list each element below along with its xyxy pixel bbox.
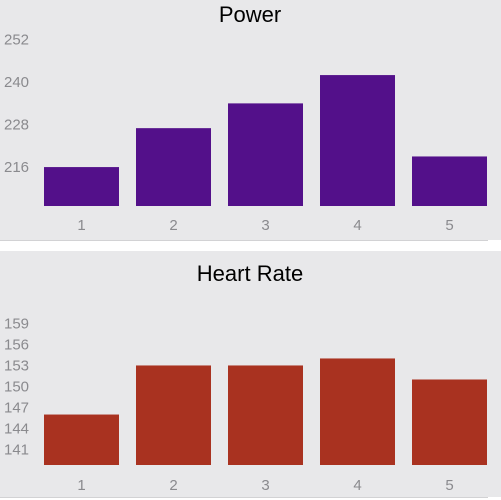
power-x-tick-label: 3: [261, 217, 269, 234]
power-y-tick-label: 252: [4, 32, 29, 49]
heart-rate-bar: [44, 414, 119, 465]
power-bar: [228, 103, 303, 206]
power-y-axis: 252 240 228 216: [4, 32, 29, 176]
heart-rate-x-tick-label: 2: [169, 477, 177, 494]
heart-rate-chart: Heart Rate 159 156 153 150 147 144 141 1 2 3 4 5: [4, 261, 487, 494]
heart-rate-y-tick-label: 150: [4, 378, 29, 395]
power-y-tick-label: 240: [4, 74, 29, 91]
heart-rate-y-tick-label: 153: [4, 357, 29, 374]
heart-rate-bar: [412, 379, 487, 465]
power-x-axis: 1 2 3 4 5: [77, 217, 453, 234]
power-x-tick-label: 1: [77, 217, 85, 234]
power-y-tick-label: 228: [4, 117, 29, 134]
heart-rate-y-tick-label: 141: [4, 442, 29, 459]
power-chart-panel: Power 252 240 228 216 1 2 3 4 5: [0, 0, 501, 240]
heart-rate-y-tick-label: 144: [4, 421, 29, 438]
power-y-tick-label: 216: [4, 159, 29, 176]
heart-rate-x-tick-label: 1: [77, 477, 85, 494]
power-chart: Power 252 240 228 216 1 2 3 4 5: [4, 2, 487, 234]
heart-rate-x-tick-label: 4: [353, 477, 361, 494]
heart-rate-x-tick-label: 3: [261, 477, 269, 494]
heart-rate-y-tick-label: 156: [4, 336, 29, 353]
power-chart-title: Power: [219, 2, 281, 27]
power-bar: [412, 156, 487, 206]
power-bar: [136, 128, 211, 206]
heart-rate-bar: [228, 365, 303, 465]
heart-rate-y-axis: 159 156 153 150 147 144 141: [4, 315, 29, 458]
power-bar: [320, 75, 395, 206]
power-x-tick-label: 2: [169, 217, 177, 234]
heart-rate-bars: [44, 358, 487, 465]
heart-rate-chart-title: Heart Rate: [197, 261, 303, 286]
power-x-tick-label: 5: [445, 217, 453, 234]
heart-rate-y-tick-label: 159: [4, 315, 29, 332]
power-bar: [44, 167, 119, 206]
heart-rate-chart-panel: Heart Rate 159 156 153 150 147 144 141 1 2 3 4 5: [0, 251, 501, 497]
heart-rate-x-axis: 1 2 3 4 5: [77, 477, 453, 494]
power-x-tick-label: 4: [353, 217, 361, 234]
power-panel-divider: [0, 240, 488, 241]
heart-rate-x-tick-label: 5: [445, 477, 453, 494]
heart-rate-bar: [136, 365, 211, 465]
heart-rate-panel-divider: [0, 497, 488, 498]
heart-rate-bar: [320, 358, 395, 465]
power-bars: [44, 75, 487, 206]
heart-rate-y-tick-label: 147: [4, 400, 29, 417]
